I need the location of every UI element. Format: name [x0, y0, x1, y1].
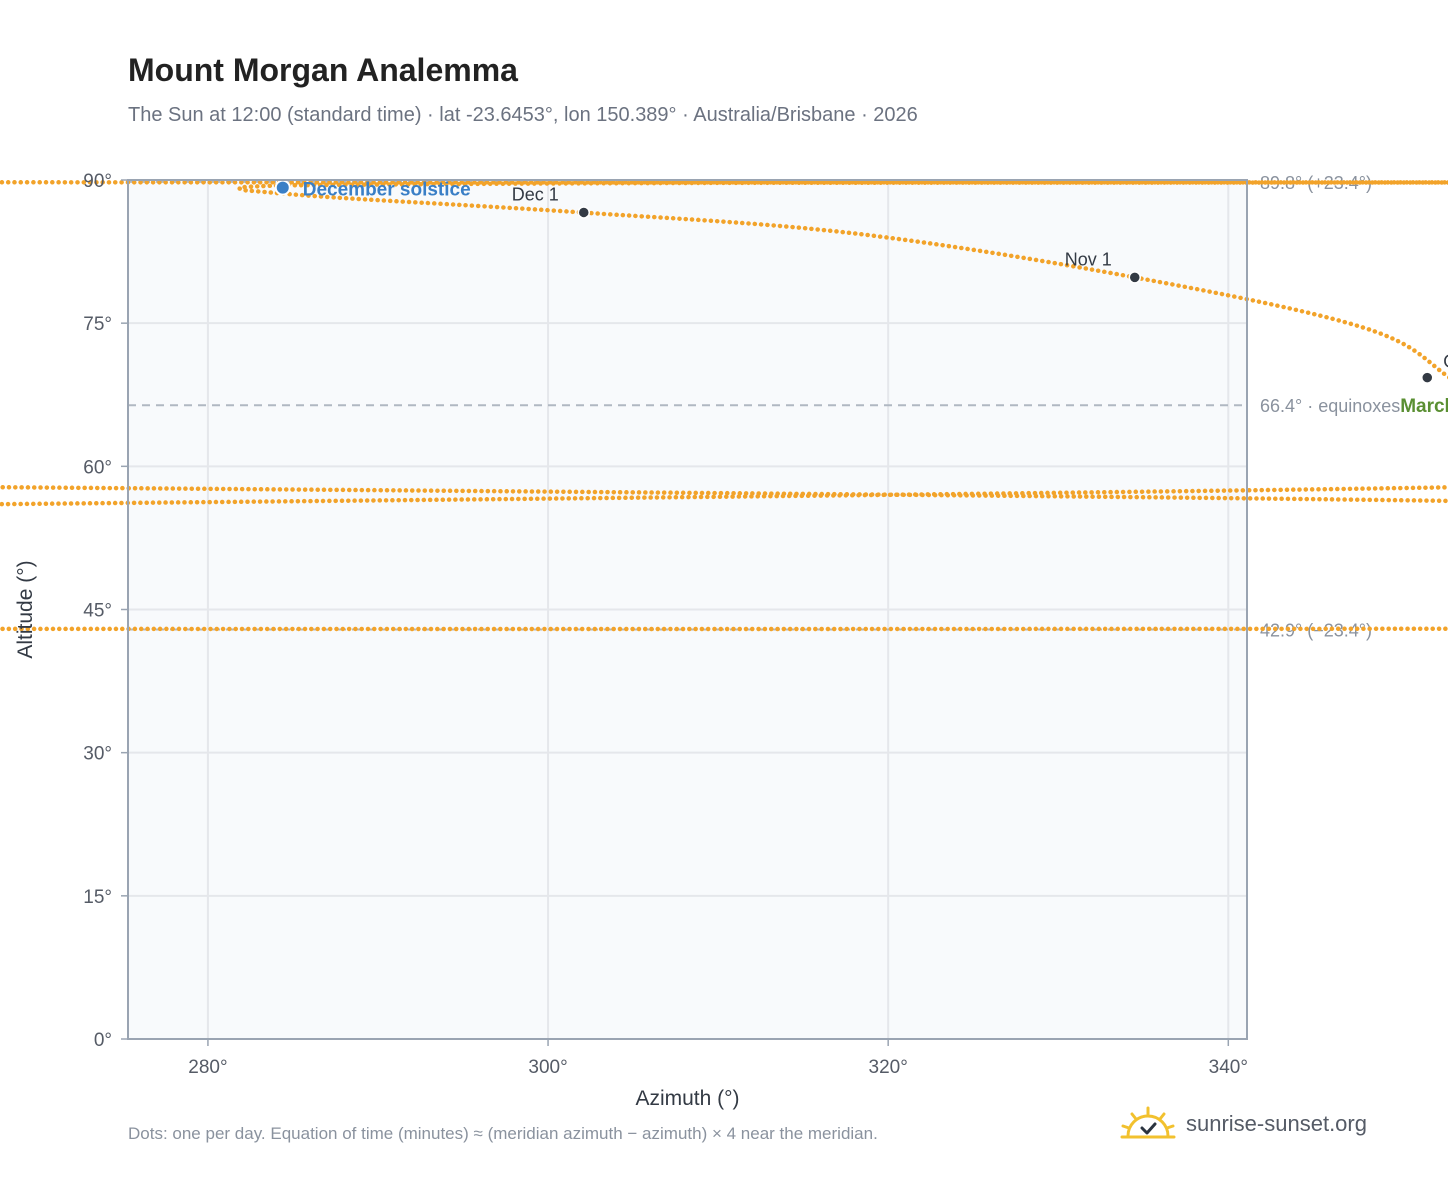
- footer-note: Dots: one per day. Equation of time (min…: [128, 1124, 878, 1143]
- brand-name: sunrise-sunset.org: [1186, 1111, 1367, 1136]
- y-tick-label: 60°: [83, 457, 112, 478]
- x-tick-label: 280°: [188, 1057, 227, 1078]
- reference-label: 89.8° (+23.4°): [1260, 173, 1372, 193]
- y-tick-label: 0°: [94, 1030, 112, 1051]
- x-tick-label: 320°: [869, 1057, 908, 1078]
- y-tick-label: 90°: [83, 171, 112, 192]
- y-tick-label: 75°: [83, 314, 112, 335]
- brand-logo[interactable]: sunrise-sunset.org: [1120, 1102, 1367, 1146]
- y-axis-title: Altitude (°): [14, 560, 37, 658]
- daily-sun-path: [0, 180, 1448, 632]
- chart-subtitle: The Sun at 12:00 (standard time) · lat -…: [128, 104, 918, 126]
- event-label: December solstice: [303, 180, 471, 201]
- x-tick-label: 340°: [1209, 1057, 1248, 1078]
- chart-title: Mount Morgan Analemma: [128, 52, 518, 88]
- plot-frame: [127, 179, 1248, 1040]
- month-marker: [1421, 371, 1434, 384]
- event-marker: [274, 179, 291, 196]
- y-tick-label: 15°: [83, 887, 112, 908]
- month-marker: [577, 206, 591, 219]
- event-label: March equinox: [1400, 396, 1448, 417]
- y-tick-label: 30°: [83, 744, 112, 765]
- month-label: Nov 1: [1065, 249, 1112, 269]
- sun-logo-icon: [1120, 1106, 1176, 1139]
- reference-label: 66.4° · equinoxes: [1260, 396, 1400, 416]
- month-label: Dec 1: [512, 184, 559, 204]
- y-tick-label: 45°: [83, 601, 112, 622]
- month-label: Oct 1: [1443, 352, 1448, 372]
- plot-area: [128, 180, 1247, 1039]
- month-marker: [1128, 271, 1142, 284]
- x-tick-label: 300°: [528, 1057, 567, 1078]
- reference-label: 42.9° (−23.4°): [1260, 621, 1372, 641]
- x-axis-title: Azimuth (°): [635, 1087, 739, 1110]
